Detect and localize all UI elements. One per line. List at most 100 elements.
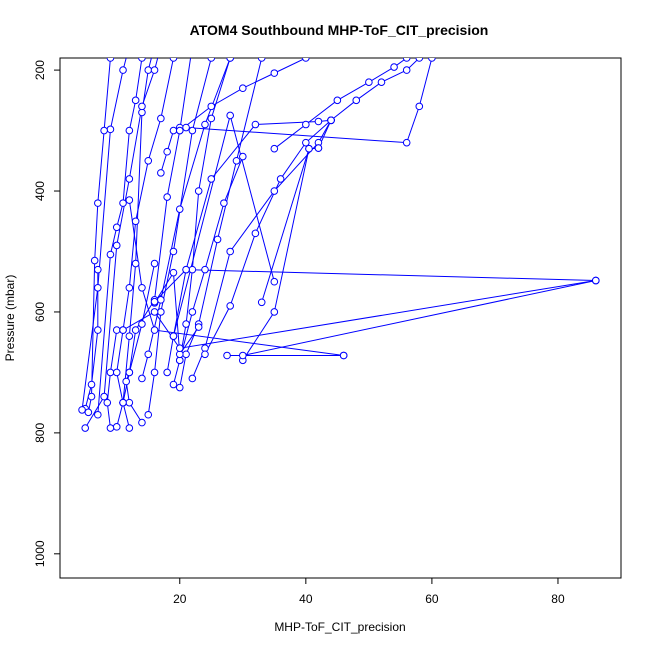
profile-line-17 bbox=[242, 120, 332, 361]
y-axis-title: Pressure (mbar) bbox=[3, 275, 17, 362]
profile-line-32 bbox=[179, 58, 307, 131]
data-point bbox=[150, 326, 159, 334]
x-tick-label: 80 bbox=[551, 592, 565, 606]
plot-frame bbox=[59, 57, 622, 579]
data-point bbox=[157, 296, 165, 304]
data-point bbox=[207, 102, 216, 111]
data-point bbox=[87, 392, 96, 401]
data-point bbox=[270, 187, 279, 195]
data-point bbox=[144, 350, 153, 359]
data-point bbox=[188, 308, 197, 316]
data-point bbox=[270, 144, 279, 153]
profile-line-6 bbox=[84, 58, 159, 429]
data-point bbox=[188, 126, 197, 135]
data-point bbox=[125, 398, 134, 407]
data-point bbox=[352, 96, 361, 105]
data-point bbox=[402, 58, 411, 62]
data-point bbox=[239, 152, 247, 161]
data-point bbox=[169, 126, 178, 135]
data-point bbox=[302, 58, 310, 62]
data-point bbox=[169, 247, 178, 256]
data-point bbox=[169, 58, 178, 62]
data-point bbox=[94, 199, 102, 207]
data-point bbox=[415, 102, 424, 111]
profile-line-2 bbox=[81, 58, 127, 410]
y-tick-label: 400 bbox=[33, 181, 47, 201]
data-point bbox=[106, 424, 115, 432]
data-point bbox=[194, 323, 203, 331]
data-point bbox=[125, 424, 134, 432]
plot-points bbox=[78, 58, 600, 432]
data-point bbox=[305, 144, 313, 153]
profile-line-29 bbox=[186, 58, 433, 144]
data-point bbox=[119, 326, 127, 334]
data-point bbox=[239, 351, 247, 360]
data-point bbox=[314, 144, 323, 152]
profile-line-25 bbox=[122, 280, 596, 349]
data-point bbox=[302, 138, 310, 147]
data-point bbox=[112, 368, 121, 377]
data-point bbox=[182, 350, 190, 359]
data-point bbox=[157, 169, 165, 177]
data-point bbox=[175, 344, 184, 353]
data-point bbox=[81, 424, 90, 432]
data-point bbox=[106, 250, 115, 259]
data-point bbox=[106, 368, 115, 377]
profile-line-13 bbox=[179, 58, 263, 388]
data-point bbox=[112, 241, 121, 250]
data-point bbox=[402, 66, 411, 74]
data-point bbox=[112, 423, 121, 431]
data-point bbox=[131, 326, 140, 334]
data-point bbox=[226, 247, 234, 256]
data-point bbox=[194, 187, 203, 195]
y-tick-label: 1000 bbox=[33, 540, 47, 567]
data-point bbox=[201, 350, 209, 359]
data-point bbox=[125, 196, 134, 204]
data-point bbox=[144, 156, 153, 165]
data-point bbox=[94, 410, 102, 419]
data-point bbox=[257, 58, 266, 62]
profile-line-9 bbox=[125, 263, 156, 423]
data-point bbox=[138, 58, 146, 62]
profile-line-16 bbox=[191, 120, 332, 379]
data-point bbox=[428, 58, 436, 62]
data-point bbox=[327, 116, 335, 125]
data-point bbox=[138, 283, 146, 292]
data-point bbox=[150, 259, 159, 268]
x-axis: 20 40 60 80 bbox=[173, 578, 565, 606]
data-point bbox=[150, 66, 159, 74]
data-point bbox=[239, 84, 247, 93]
data-point bbox=[157, 114, 165, 123]
profile-line-4 bbox=[97, 58, 143, 415]
data-point bbox=[138, 418, 146, 427]
data-point bbox=[138, 320, 146, 328]
data-point bbox=[188, 374, 197, 383]
data-point bbox=[112, 326, 121, 334]
data-point bbox=[94, 326, 102, 334]
y-tick-label: 200 bbox=[33, 60, 47, 80]
y-axis: 200 400 600 800 1000 bbox=[33, 60, 60, 567]
data-point bbox=[220, 199, 228, 207]
data-point bbox=[251, 120, 260, 129]
data-point bbox=[90, 256, 99, 265]
profile-line-28 bbox=[242, 280, 596, 356]
data-point bbox=[106, 58, 115, 62]
data-point bbox=[213, 235, 222, 244]
x-axis-title: MHP-ToF_CIT_precision bbox=[274, 620, 405, 634]
data-point bbox=[119, 66, 127, 74]
data-point bbox=[251, 229, 260, 238]
data-point bbox=[377, 78, 386, 86]
data-point bbox=[150, 308, 159, 316]
data-point bbox=[157, 308, 165, 316]
x-tick-label: 20 bbox=[173, 592, 187, 606]
data-point bbox=[365, 78, 373, 86]
data-point bbox=[175, 126, 184, 135]
profile-line-22 bbox=[154, 271, 200, 356]
data-point bbox=[182, 265, 190, 274]
data-point bbox=[125, 126, 134, 135]
data-point bbox=[87, 380, 96, 389]
data-point bbox=[270, 69, 279, 77]
data-point bbox=[226, 302, 234, 310]
profile-line-24 bbox=[128, 200, 344, 356]
